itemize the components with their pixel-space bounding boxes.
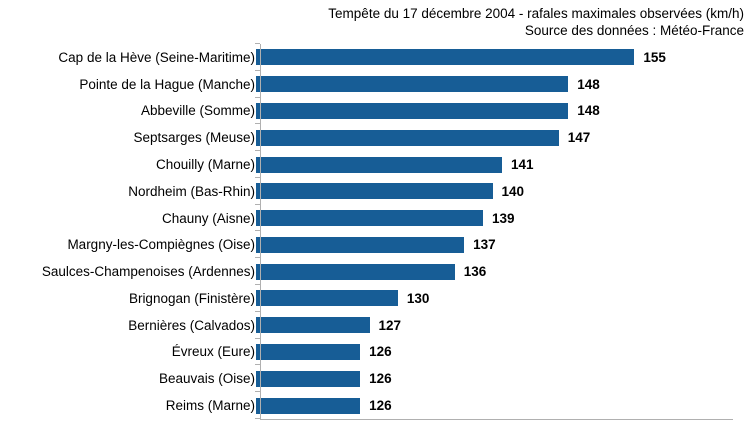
value-label: 148 <box>577 103 600 119</box>
bar-rows: Cap de la Hève (Seine-Maritime) 155 Poin… <box>0 43 748 419</box>
category-label: Chouilly (Marne) <box>155 157 255 173</box>
axis-tick <box>255 150 260 152</box>
axis-tick <box>255 337 260 339</box>
category-label: Pointe de la Hague (Manche) <box>79 76 255 92</box>
bar-track: 126 <box>255 392 748 419</box>
bar <box>256 183 493 200</box>
chart-title: Tempête du 17 décembre 2004 - rafales ma… <box>328 6 744 21</box>
bar <box>256 76 569 93</box>
value-label: 137 <box>473 237 496 253</box>
bar <box>256 49 635 66</box>
bar-track: 139 <box>255 205 748 232</box>
value-label: 147 <box>567 130 591 146</box>
axis-tick <box>255 96 260 98</box>
value-label: 141 <box>511 157 534 173</box>
axis-tick <box>255 43 260 44</box>
category-label: Évreux (Eure) <box>171 344 255 360</box>
category-label: Nordheim (Bas-Rhin) <box>128 183 255 199</box>
bar <box>256 156 502 173</box>
bar-row: Abbeville (Somme) 148 <box>0 96 748 125</box>
bar-track: 136 <box>255 258 748 285</box>
chart-subtitle: Source des données : Météo-France <box>524 22 744 38</box>
bar-row: Chouilly (Marne) 141 <box>0 150 748 178</box>
bar <box>256 236 465 253</box>
value-label: 136 <box>463 264 487 280</box>
value-label: 148 <box>577 76 600 92</box>
category-label: Reims (Marne) <box>165 398 255 414</box>
bar <box>256 263 455 280</box>
bar-track: 148 <box>255 71 748 98</box>
value-label: 126 <box>369 398 392 414</box>
bar-track: 137 <box>255 231 748 258</box>
bar-track: 148 <box>255 98 748 125</box>
bar-row: Évreux (Eure) 126 <box>0 337 748 366</box>
bar-row: Reims (Marne) 126 <box>0 391 748 419</box>
value-label: 139 <box>492 210 515 226</box>
y-axis-line <box>260 44 261 419</box>
category-label: Septsarges (Meuse) <box>133 130 255 146</box>
category-label: Chauny (Aisne) <box>161 210 255 226</box>
bar-row: Bernières (Calvados) 127 <box>0 310 748 339</box>
bar <box>256 210 483 227</box>
bar-row: Margny-les-Compiègnes (Oise) 137 <box>0 230 748 258</box>
bar-row: Nordheim (Bas-Rhin) 140 <box>0 176 748 205</box>
category-label: Saulces-Champenoises (Ardennes) <box>41 264 255 280</box>
bar-row: Saulces-Champenoises (Ardennes) 136 <box>0 257 748 285</box>
axis-tick <box>255 69 260 71</box>
x-axis-line <box>260 419 733 420</box>
category-label: Bernières (Calvados) <box>128 317 255 333</box>
axis-tick <box>255 230 260 232</box>
bar-track: 130 <box>255 285 748 312</box>
category-label: Brignogan (Finistère) <box>128 290 255 306</box>
bar-track: 155 <box>255 44 748 71</box>
category-label: Cap de la Hève (Seine-Maritime) <box>58 49 255 65</box>
bar <box>256 129 559 146</box>
plot-area: Cap de la Hève (Seine-Maritime) 155 Poin… <box>0 43 748 420</box>
axis-tick <box>255 203 260 205</box>
axis-tick <box>255 418 260 419</box>
category-label: Beauvais (Oise) <box>158 371 255 387</box>
value-label: 126 <box>369 371 392 387</box>
value-label: 130 <box>406 290 430 306</box>
bar <box>256 370 361 387</box>
bar-track: 147 <box>255 124 748 151</box>
value-label: 155 <box>643 49 666 65</box>
bar <box>256 317 370 334</box>
axis-tick <box>255 176 260 178</box>
category-label: Margny-les-Compiègnes (Oise) <box>67 237 255 253</box>
bar <box>256 102 569 119</box>
axis-tick <box>255 123 260 125</box>
category-label: Abbeville (Somme) <box>140 103 255 119</box>
bar <box>256 343 361 360</box>
axis-tick <box>255 284 260 286</box>
bar-track: 140 <box>255 178 748 205</box>
bar-track: 141 <box>255 151 748 178</box>
bar-track: 126 <box>255 339 748 366</box>
bar-row: Brignogan (Finistère) 130 <box>0 284 748 312</box>
value-label: 126 <box>369 344 392 360</box>
bar-row: Septsarges (Meuse) 147 <box>0 123 748 151</box>
bar <box>256 397 361 414</box>
axis-tick <box>255 257 260 259</box>
bar-row: Cap de la Hève (Seine-Maritime) 155 <box>0 43 748 71</box>
bar-track: 126 <box>255 365 748 392</box>
bar-track: 127 <box>255 312 748 339</box>
bar-row: Pointe de la Hague (Manche) 148 <box>0 69 748 98</box>
axis-tick <box>255 364 260 366</box>
chart-header: Tempête du 17 décembre 2004 - rafales ma… <box>328 6 744 39</box>
bar-row: Beauvais (Oise) 126 <box>0 364 748 392</box>
axis-tick <box>255 310 260 312</box>
axis-tick <box>255 391 260 393</box>
value-label: 127 <box>378 317 402 333</box>
value-label: 140 <box>501 183 525 199</box>
bar <box>256 290 398 307</box>
bar-row: Chauny (Aisne) 139 <box>0 203 748 232</box>
